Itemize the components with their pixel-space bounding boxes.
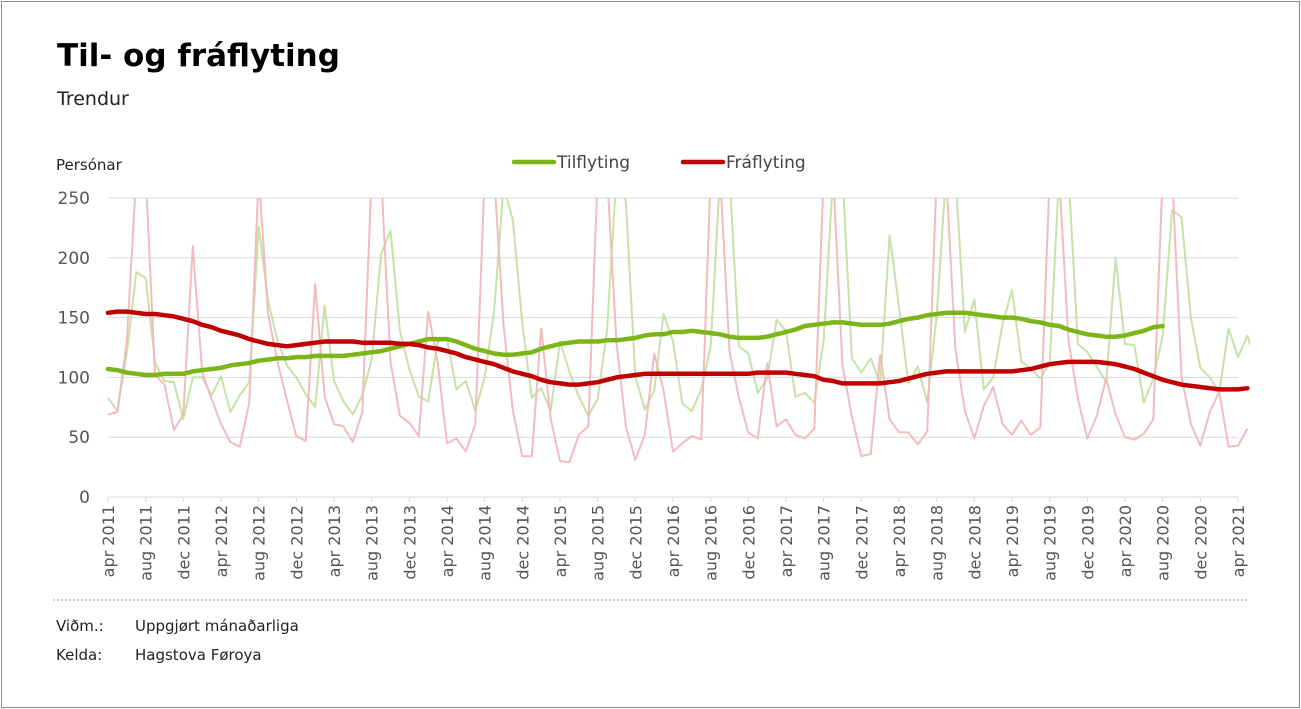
y-tick-label: 250 — [58, 189, 90, 209]
x-tick-label: aug 2019 — [1041, 505, 1060, 581]
x-tick-label: dec 2011 — [174, 505, 193, 580]
x-tick-label: apr 2017 — [777, 505, 796, 577]
source-note: Kelda: Hagstova Føroya — [56, 646, 299, 675]
x-tick-label: apr 2014 — [438, 505, 457, 577]
legend-label: Tilflyting — [556, 153, 630, 173]
x-tick-label: apr 2013 — [325, 505, 344, 577]
x-tick-label: dec 2018 — [965, 505, 984, 580]
x-tick-label: dec 2017 — [852, 505, 871, 580]
x-tick-label: apr 2012 — [212, 505, 231, 577]
legend-label: Fráflyting — [726, 153, 806, 173]
chart-subtitle: Trendur — [57, 88, 129, 110]
x-tick-label: aug 2012 — [250, 505, 269, 581]
x-tick-label: aug 2011 — [137, 505, 156, 581]
x-tick-label: dec 2020 — [1191, 505, 1210, 580]
y-tick-label: 100 — [58, 368, 90, 388]
series-fráflyting-trend — [105, 309, 1250, 392]
y-tick-label: 50 — [68, 428, 90, 448]
y-tick-label: 0 — [79, 488, 90, 508]
series-tilflyting-trend — [105, 310, 1165, 378]
x-tick-label: aug 2014 — [476, 505, 495, 581]
x-tick-label: dec 2019 — [1078, 505, 1097, 580]
x-tick-label: apr 2011 — [99, 505, 118, 577]
x-tick-label: aug 2017 — [815, 505, 834, 581]
x-tick-label: apr 2019 — [1003, 505, 1022, 577]
legend-item-tilflyting: Tilflyting — [511, 153, 630, 173]
x-tick-label: dec 2012 — [287, 505, 306, 580]
x-tick-label: dec 2015 — [626, 505, 645, 580]
x-tick-label: apr 2016 — [664, 505, 683, 577]
chart-title: Til- og fráflyting — [57, 38, 340, 74]
x-tick-label: aug 2016 — [702, 505, 721, 581]
x-axis: apr 2011 aug 2011 dec 2011 apr 2012 aug 2012… — [99, 496, 1248, 581]
y-axis-label: Persónar — [56, 156, 123, 174]
unit-note-label: Viðm.: — [56, 617, 104, 635]
x-tick-label: apr 2015 — [551, 505, 570, 577]
x-tick-label: aug 2015 — [589, 505, 608, 581]
y-tick-label: 200 — [58, 249, 90, 269]
source-note-label: Kelda: — [56, 646, 103, 664]
monthly-lines — [107, 198, 1250, 464]
legend-item-fráflyting: Fráflyting — [680, 153, 806, 173]
x-tick-label: apr 2018 — [890, 505, 909, 577]
x-tick-label: aug 2020 — [1154, 505, 1173, 581]
x-tick-label: aug 2013 — [363, 505, 382, 581]
trend-lines — [105, 309, 1250, 392]
legend: Tilflyting Fráflyting — [511, 153, 806, 173]
x-tick-label: apr 2020 — [1116, 505, 1135, 577]
unit-note: Viðm.: Uppgjørt mánaðarliga — [56, 617, 299, 646]
series-tilflyting-monthly — [107, 198, 1250, 421]
x-tick-label: dec 2016 — [739, 505, 758, 580]
x-tick-label: aug 2018 — [928, 505, 947, 581]
y-tick-label: 150 — [58, 309, 90, 329]
unit-note-value: Uppgjørt mánaðarliga — [135, 617, 299, 635]
x-tick-label: dec 2013 — [400, 505, 419, 580]
series-fráflyting-monthly — [107, 198, 1249, 464]
source-note-value: Hagstova Føroya — [135, 646, 262, 664]
y-axis: 0 50 100 150 200 250 — [58, 189, 90, 508]
x-tick-label: apr 2021 — [1229, 505, 1248, 577]
x-tick-label: dec 2014 — [513, 505, 532, 580]
gridlines — [108, 197, 1238, 438]
chart-notes: Viðm.: Uppgjørt mánaðarliga Kelda: Hagst… — [56, 617, 299, 675]
